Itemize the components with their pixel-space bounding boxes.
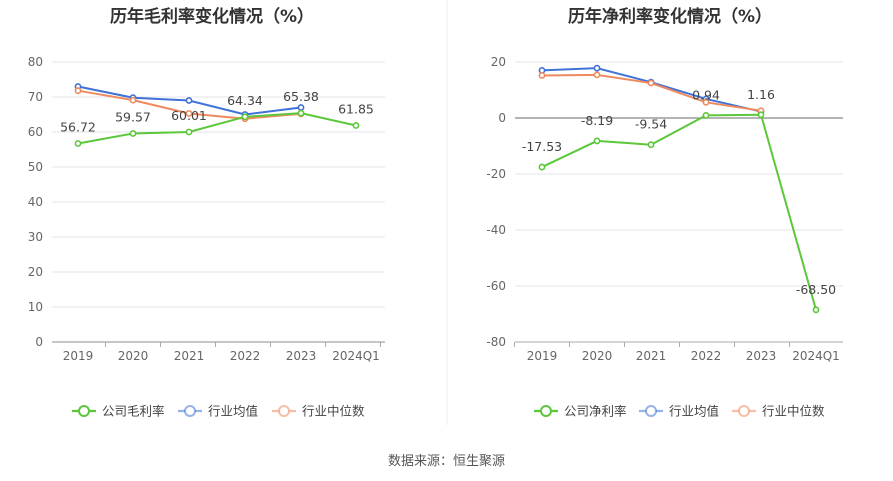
- series-point-1: [538, 163, 546, 171]
- data-label: 56.72: [60, 119, 96, 134]
- y-tick-label: 40: [28, 195, 43, 209]
- series-point-1: [185, 128, 193, 136]
- legend-label: 公司毛利率: [102, 404, 165, 419]
- y-tick-label: -40: [486, 223, 506, 237]
- data-label: 65.38: [283, 89, 319, 104]
- series-point-3: [185, 110, 193, 117]
- series-line-1: [77, 112, 357, 145]
- legend-label: 行业中位数: [762, 404, 825, 419]
- series-point-1: [702, 111, 710, 119]
- data-label: -9.54: [635, 117, 667, 132]
- x-tick-label: 2023: [286, 349, 317, 363]
- x-tick-label: 2022: [691, 349, 722, 363]
- series-point-1: [297, 109, 305, 117]
- x-tick-label: 2022: [230, 349, 261, 363]
- source-note: 数据来源：恒生聚源: [387, 454, 505, 469]
- y-tick-label: -80: [486, 335, 506, 349]
- x-tick-label: 2021: [174, 349, 205, 363]
- series-point-3: [593, 71, 601, 79]
- series-point-2: [593, 64, 601, 72]
- series-point-2: [297, 104, 305, 111]
- series-point-3: [74, 87, 82, 95]
- y-tick-label: 50: [28, 160, 43, 174]
- data-label: 64.34: [227, 93, 263, 108]
- series-point-1: [593, 137, 601, 145]
- y-tick-label: 0: [498, 111, 506, 125]
- legend-label: 行业均值: [669, 404, 719, 419]
- x-tick-label: 2019: [63, 349, 94, 363]
- legend-swatch-marker: [738, 405, 750, 417]
- y-tick-label: 30: [28, 230, 43, 244]
- series-point-2: [185, 97, 193, 104]
- data-label: -68.50: [796, 282, 836, 297]
- y-tick-label: 20: [28, 265, 43, 279]
- y-tick-label: 20: [491, 55, 506, 69]
- series-point-1: [812, 306, 820, 314]
- chart-panel-2: 历年净利率变化情况（%） -80 -60 -40 -20 0 20 2019 2020 2021 2…: [486, 6, 843, 419]
- series-point-3: [647, 79, 655, 87]
- x-tick-label: 2020: [582, 349, 613, 363]
- data-label: 59.57: [115, 110, 151, 125]
- legend-label: 公司净利率: [564, 404, 627, 419]
- chart-panel-1: 历年毛利率变化情况（%） 0 10 20 30 40 50 60 70 80 2019 2020 202…: [28, 6, 385, 419]
- legend-label: 行业均值: [208, 404, 258, 419]
- series-point-1: [241, 113, 249, 121]
- x-tick-label: 2023: [746, 349, 777, 363]
- data-label: 60.01: [171, 108, 207, 123]
- x-tick-label: 2020: [118, 349, 149, 363]
- data-label: 1.16: [747, 87, 775, 102]
- y-tick-label: 60: [28, 125, 43, 139]
- chart-title: 历年净利率变化情况（%）: [568, 6, 772, 27]
- data-label: -17.53: [522, 139, 562, 154]
- legend-swatch-marker: [540, 405, 552, 417]
- data-label: -8.19: [581, 113, 613, 128]
- series-line-1: [541, 113, 817, 311]
- series-point-1: [352, 122, 360, 129]
- series-point-3: [129, 96, 137, 104]
- y-tick-label: 10: [28, 300, 43, 314]
- y-tick-label: -20: [486, 167, 506, 181]
- y-tick-label: 80: [28, 55, 43, 69]
- x-tick-label: 2021: [636, 349, 667, 363]
- legend-swatch-marker: [78, 405, 90, 417]
- x-tick-label: 2024Q1: [792, 349, 840, 363]
- x-tick-label: 2024Q1: [332, 349, 380, 363]
- series-point-3: [538, 72, 546, 79]
- series-point-1: [129, 130, 137, 137]
- legend-swatch-marker: [184, 405, 196, 417]
- y-tick-label: -60: [486, 279, 506, 293]
- y-tick-label: 70: [28, 90, 43, 104]
- series-point-1: [647, 141, 655, 149]
- data-label: 61.85: [338, 102, 374, 117]
- y-tick-label: 0: [35, 335, 43, 349]
- series-point-1: [74, 140, 82, 147]
- legend-label: 行业中位数: [302, 404, 365, 419]
- legend-swatch-marker: [645, 405, 657, 417]
- series-point-3: [702, 98, 710, 106]
- legend-swatch-marker: [278, 405, 290, 417]
- data-label: 0.94: [692, 87, 720, 102]
- chart-title: 历年毛利率变化情况（%）: [110, 6, 314, 27]
- x-tick-label: 2019: [527, 349, 558, 363]
- series-point-1: [757, 111, 765, 119]
